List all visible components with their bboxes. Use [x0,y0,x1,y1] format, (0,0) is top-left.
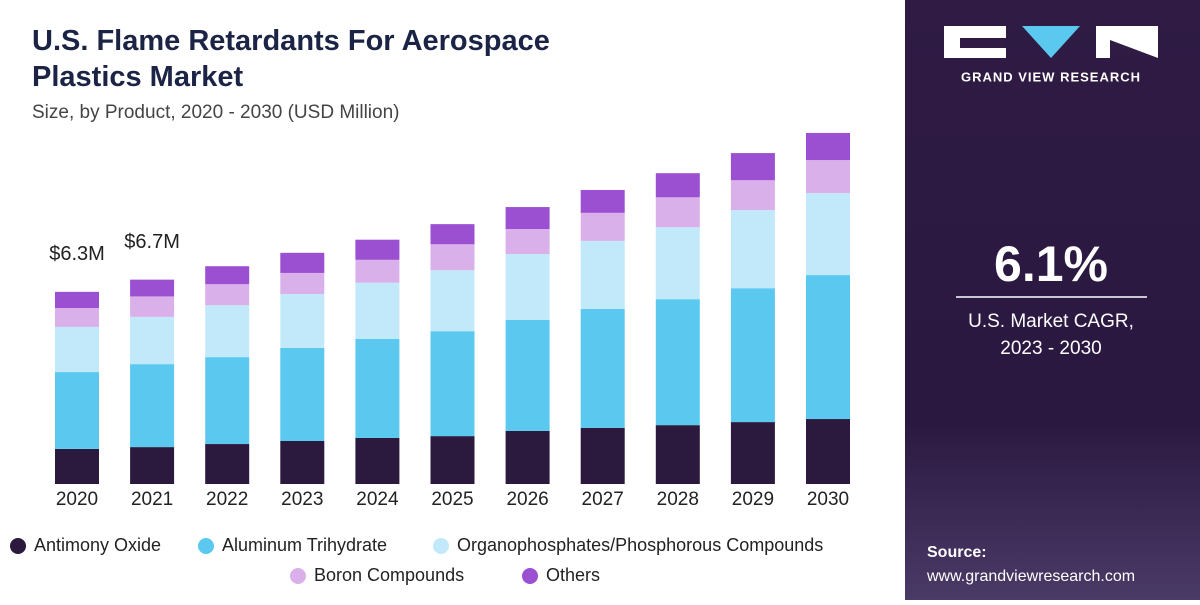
bar-segment [505,207,550,230]
legend-label: Aluminum Trihydrate [222,535,387,555]
bar-segment [355,437,400,484]
bar-segment [655,425,700,484]
bar-segment [505,254,550,320]
logo-triangle [1022,26,1080,58]
x-tick-label: 2026 [506,489,548,510]
x-tick-label: 2028 [657,489,699,510]
bar-segment [280,293,325,348]
x-tick-label: 2023 [281,489,323,510]
source-label: Source: [927,544,987,561]
bar-segment [580,189,625,213]
brand: GRAND VIEW RESEARCH [961,69,1141,84]
logo-cut [1110,40,1158,58]
bar-segment [806,132,850,161]
legend-swatch [433,538,449,554]
bar-segment [580,240,625,309]
bar-segment [280,252,325,273]
cagr-caption: U.S. Market CAGR, 2023 - 2030 [968,311,1134,359]
bar-segment [430,331,475,437]
bar-segment [55,308,99,327]
x-tick-label: 2025 [431,489,473,510]
bar-segment [580,212,625,241]
bar-segment [505,229,550,255]
bar-segment [430,224,475,245]
bar-segment [580,427,625,484]
bar-segment [430,436,475,484]
side-panel [905,0,1200,600]
x-tick-label: 2029 [732,489,774,510]
bar-segment [130,279,175,297]
source-url: www.grandviewresearch.com [926,568,1135,585]
x-tick-label: 2020 [56,489,98,510]
bar-segment [280,272,325,294]
logo-cut [960,38,1006,48]
legend-swatch [522,568,538,584]
bar-segment [355,282,400,339]
bar-segment [655,197,700,228]
bar-segment [430,244,475,271]
bar-segment [655,299,700,426]
bar-segment [355,338,400,438]
total-label: $6.3M [49,243,105,265]
legend-label: Organophosphates/Phosphorous Compounds [457,535,823,555]
x-tick-label: 2027 [582,489,624,510]
legend-label: Boron Compounds [314,565,464,585]
bar-segment [730,153,775,181]
chart-subtitle: Size, by Product, 2020 - 2030 (USD Milli… [32,102,400,123]
bar-segment [130,364,175,448]
bar-segment [806,275,850,420]
x-tick-label: 2021 [131,489,173,510]
legend-label: Antimony Oxide [34,535,161,555]
bar-segment [355,239,400,260]
bar-segment [130,316,175,365]
bar-segment [730,210,775,289]
bar-segment [55,448,99,484]
bar-segment [730,180,775,211]
legend-swatch [290,568,306,584]
bar-segment [730,288,775,423]
bar-segment [205,266,250,285]
bar-segment [505,430,550,484]
bar-segment [730,422,775,484]
bar-segment [806,193,850,276]
legend-swatch [10,538,26,554]
cagr-value: 6.1% [994,236,1108,292]
bar-segment [655,173,700,198]
bar-segment [205,305,250,358]
bar-segment [505,319,550,431]
bar-segment [655,227,700,300]
logo: GRAND VIEW RESEARCH [944,26,1158,84]
bar-segment [55,372,99,449]
bar-segment [806,419,850,484]
legend-swatch [198,538,214,554]
bar-segment [580,308,625,428]
legend-label: Others [546,565,600,585]
bar-segment [55,291,99,309]
bar-segment [205,444,250,484]
bar-segment [430,270,475,332]
total-label: $6.7M [124,231,180,253]
bar-segment [205,357,250,445]
bar-segment [280,440,325,484]
bar-segment [130,296,175,317]
bar-segment [205,284,250,306]
bar-segment [355,259,400,283]
chart-title: U.S. Flame Retardants For Aerospace Plast… [32,25,550,93]
x-tick-label: 2030 [807,489,849,510]
bar-segment [806,160,850,194]
bar-segment [280,347,325,441]
x-tick-label: 2024 [356,489,399,510]
bar-segment [130,447,175,484]
bar-segment [55,326,99,373]
x-tick-label: 2022 [206,489,248,510]
